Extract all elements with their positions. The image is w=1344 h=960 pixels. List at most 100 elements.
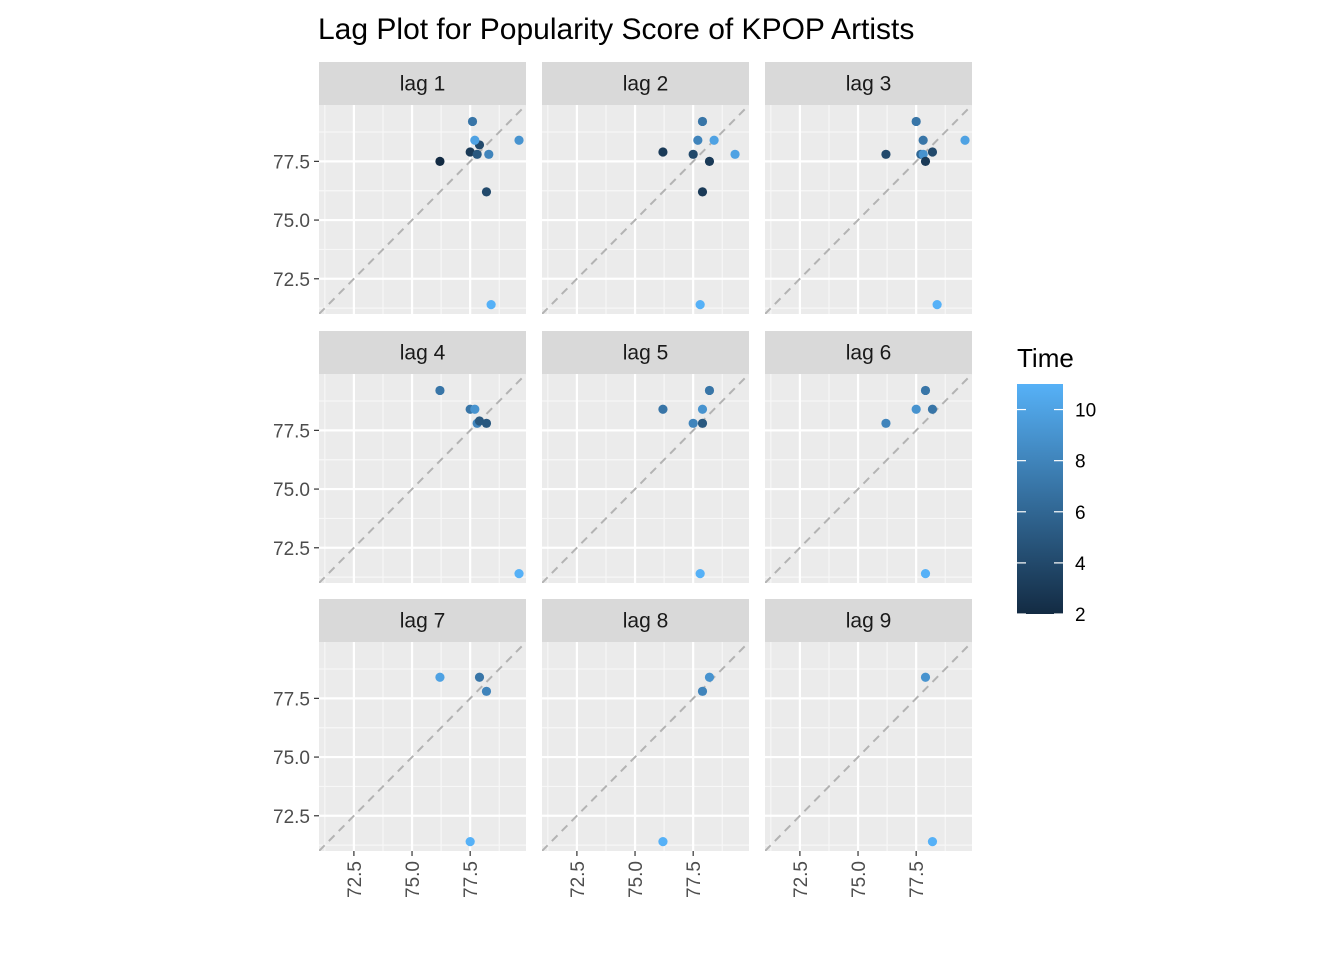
data-point <box>932 300 942 310</box>
facet-panel: lag 4 <box>319 331 526 583</box>
data-point <box>704 672 715 682</box>
facet-strip-label: lag 3 <box>846 73 892 96</box>
reference-line <box>765 642 972 851</box>
data-point <box>881 418 891 428</box>
y-tick-label: 77.5 <box>273 152 310 173</box>
data-point <box>730 149 740 159</box>
data-point <box>474 416 485 426</box>
data-point <box>911 404 921 414</box>
legend-colorbar <box>1017 384 1063 614</box>
facet-strip <box>765 331 972 374</box>
facet-panel: lag 2 <box>542 62 749 314</box>
legend-tick-label: 2 <box>1075 605 1086 626</box>
data-point <box>920 385 931 396</box>
data-point <box>697 187 708 197</box>
facet-panel: lag 5 <box>542 331 749 583</box>
data-point <box>470 135 480 145</box>
data-point <box>697 686 708 696</box>
data-point <box>881 149 891 159</box>
data-point <box>693 135 703 145</box>
facet-strip-label: lag 4 <box>400 342 446 365</box>
reference-line <box>542 642 749 851</box>
data-point <box>474 672 485 682</box>
x-tick-label: 77.5 <box>907 861 928 898</box>
data-point <box>920 672 931 682</box>
facet-strip-label: lag 5 <box>623 342 669 365</box>
data-point <box>465 147 475 157</box>
legend-tick-label: 4 <box>1075 554 1086 575</box>
data-point <box>697 116 708 127</box>
facet-strip-label: lag 2 <box>623 73 669 96</box>
legend-tick-label: 10 <box>1075 401 1096 422</box>
reference-line <box>319 642 526 851</box>
x-tick-label: 72.5 <box>568 861 589 898</box>
data-point <box>470 404 480 414</box>
data-point <box>927 147 938 157</box>
reference-line <box>319 105 526 314</box>
data-point <box>467 116 478 127</box>
facet-panel: lag 8 <box>542 599 749 851</box>
data-point <box>688 149 698 159</box>
data-point <box>920 569 931 579</box>
y-tick-label: 72.5 <box>273 807 310 828</box>
data-point <box>920 156 931 166</box>
x-tick-label: 77.5 <box>461 861 482 898</box>
y-axes: 72.5 75.0 77.5 72.5 75.0 77.5 72.5 75.0 77.5 <box>273 152 319 828</box>
y-tick-label: 75.0 <box>273 211 310 232</box>
data-point <box>465 837 475 847</box>
y-tick-label: 75.0 <box>273 748 310 769</box>
legend-title: Time <box>1017 343 1074 373</box>
facet-strip <box>542 331 749 374</box>
reference-line <box>319 374 526 583</box>
data-point <box>697 404 708 414</box>
reference-line <box>765 374 972 583</box>
data-point <box>481 418 492 428</box>
legend-tick-label: 6 <box>1075 503 1086 524</box>
facet-strip-label: lag 8 <box>623 610 669 633</box>
data-point <box>486 300 496 310</box>
data-point <box>435 156 445 166</box>
facet-panel: lag 3 <box>765 62 972 314</box>
data-point <box>658 404 668 414</box>
data-point <box>514 135 524 145</box>
facet-strip <box>542 599 749 642</box>
reference-line <box>765 105 972 314</box>
data-point <box>697 418 708 428</box>
data-point <box>472 149 482 159</box>
data-point <box>709 135 719 145</box>
legend-tick-label: 8 <box>1075 452 1086 473</box>
facet-panels: lag 1 lag 2 lag 3 lag 4 lag 5 lag 6 lag 7 lag 8… <box>319 62 972 851</box>
facet-panel: lag 7 <box>319 599 526 851</box>
facet-strip <box>319 599 526 642</box>
y-tick-label: 75.0 <box>273 480 310 501</box>
data-point <box>911 116 921 127</box>
data-point <box>695 300 705 310</box>
data-point <box>704 385 715 396</box>
data-point <box>435 385 445 396</box>
x-tick-label: 72.5 <box>345 861 366 898</box>
facet-strip <box>765 599 972 642</box>
y-tick-label: 77.5 <box>273 689 310 710</box>
data-point <box>514 569 524 579</box>
facet-strip-label: lag 9 <box>846 610 892 633</box>
facet-strip-label: lag 1 <box>400 73 446 96</box>
x-tick-label: 77.5 <box>684 861 705 898</box>
y-tick-label: 72.5 <box>273 270 310 291</box>
data-point <box>688 418 698 428</box>
data-point <box>484 149 494 159</box>
reference-line <box>542 374 749 583</box>
data-point <box>695 569 705 579</box>
facet-strip <box>542 62 749 105</box>
data-point <box>918 135 928 145</box>
x-tick-label: 75.0 <box>403 861 424 898</box>
x-tick-label: 75.0 <box>849 861 870 898</box>
data-point <box>927 837 938 847</box>
data-point <box>481 187 492 197</box>
facet-panel: lag 1 <box>319 62 526 314</box>
data-point <box>960 135 970 145</box>
facet-strip <box>319 331 526 374</box>
data-point <box>658 837 668 847</box>
y-tick-label: 72.5 <box>273 539 310 560</box>
data-point <box>658 147 668 157</box>
